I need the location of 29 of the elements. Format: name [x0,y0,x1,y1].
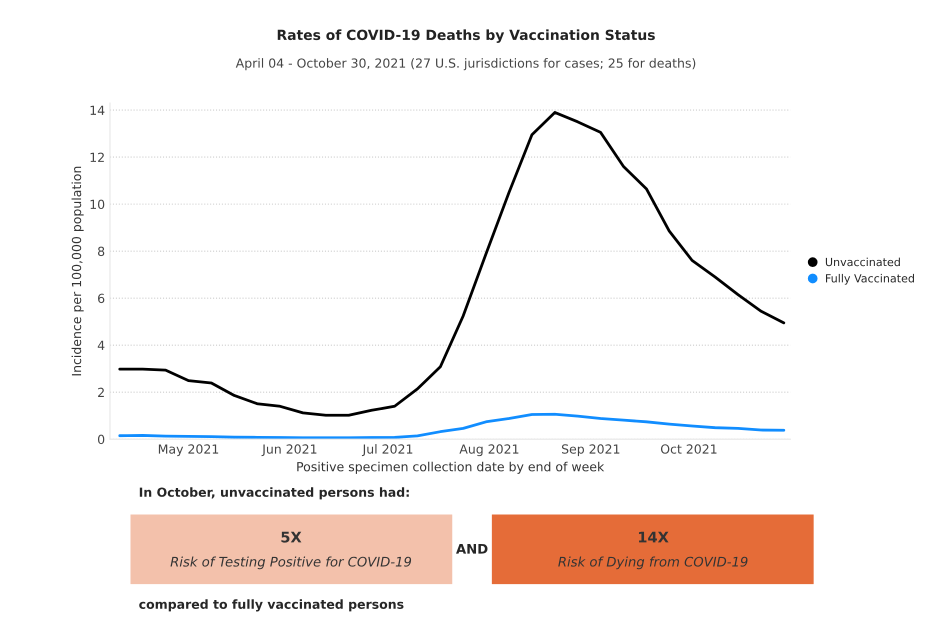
line-series [118,111,786,417]
text: Risk of Dying from COVID-19 [558,556,748,570]
y-axis-title: Incidence per 100,000 population [72,166,84,376]
text: 5X [281,532,302,543]
y-tick-label: 6 [98,294,104,304]
y-tick-label: 10 [90,200,104,210]
chart-subtitle: April 04 - October 30, 2021 (27 U.S. jurisdictions for cases; 25 for deaths) [236,58,696,70]
x-tick-label: Aug 2021 [459,444,518,456]
x-tick-label: Oct 2021 [660,444,716,454]
text: compared to fully vaccinated persons [139,599,404,612]
text: AND [456,544,488,554]
y-tick-label: 12 [90,152,104,162]
text: 14X [638,532,669,542]
text: Risk of Testing Positive for COVID-19 [170,556,412,570]
y-tick-label: 2 [98,388,104,397]
y-tick-label: 8 [98,246,104,256]
x-tick-label: Sep 2021 [562,444,620,456]
line-series [118,412,786,440]
x-tick-label: Jun 2021 [262,444,316,456]
y-tick-label: 0 [98,434,104,444]
chart-title: Rates of COVID-19 Deaths by Vaccination Status [278,29,655,43]
legend-label: Unvaccinated [826,258,900,266]
x-tick-label: May 2021 [158,444,218,456]
x-axis-title: Positive specimen collection date by end of week [297,462,604,474]
text: In October, unvaccinated persons had: [140,487,409,500]
y-tick-label: 14 [90,106,104,115]
x-tick-label: Jul 2021 [362,444,412,456]
y-tick-label: 4 [98,340,104,350]
legend-label: Fully Vaccinated [826,274,914,285]
